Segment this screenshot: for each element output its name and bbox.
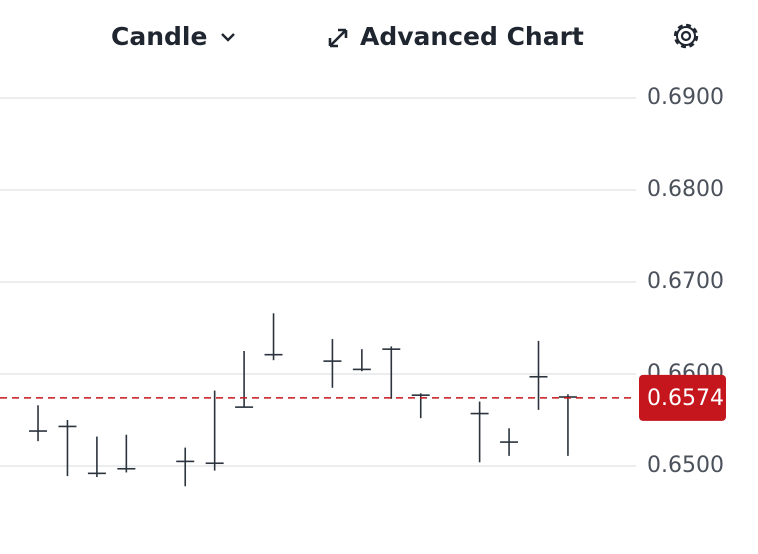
- gear-icon-ring[interactable]: [676, 26, 696, 46]
- candle-body: [58, 425, 77, 428]
- y-tick-label: 0.6500: [647, 453, 724, 478]
- candle-body: [29, 430, 48, 432]
- candle: [176, 447, 195, 487]
- gear-icon-hub[interactable]: [680, 30, 692, 42]
- chevron-icon[interactable]: [221, 33, 235, 42]
- candle: [470, 401, 489, 463]
- candle-body: [500, 441, 519, 443]
- candle-body: [470, 412, 489, 415]
- expand-icon[interactable]: [328, 28, 348, 48]
- candle-body: [352, 368, 371, 371]
- candle: [235, 351, 254, 408]
- y-tick-label: 0.6800: [647, 177, 724, 202]
- candle: [29, 405, 48, 442]
- candle: [205, 390, 224, 471]
- y-tick-label: 0.6900: [647, 85, 724, 110]
- candle: [411, 393, 430, 419]
- candle: [558, 394, 577, 456]
- chart-type-label[interactable]: Candle: [111, 22, 207, 51]
- candle-body: [117, 467, 136, 470]
- candle-body: [87, 472, 106, 475]
- y-tick-label: 0.6700: [647, 269, 724, 294]
- candle: [87, 436, 106, 478]
- candle-body: [176, 460, 195, 463]
- candle: [323, 339, 342, 388]
- candle: [529, 340, 548, 410]
- candle-body: [235, 406, 254, 408]
- candle: [382, 346, 401, 399]
- chart-type-dropdown[interactable]: Candle: [111, 22, 235, 51]
- settings-button[interactable]: [673, 23, 699, 49]
- candle: [352, 349, 371, 372]
- candle-body: [558, 396, 577, 398]
- candle-body: [411, 394, 430, 396]
- candle-body: [529, 375, 548, 378]
- current-price-label: 0.6574: [647, 386, 724, 411]
- candle-body: [264, 353, 283, 356]
- advanced-chart-button[interactable]: Advanced Chart: [328, 22, 584, 51]
- candle-body: [205, 462, 224, 465]
- candle: [264, 313, 283, 361]
- candle: [500, 428, 519, 456]
- advanced-chart-label[interactable]: Advanced Chart: [360, 22, 584, 51]
- gear-icon[interactable]: [673, 23, 699, 49]
- current-price-badge: [639, 374, 726, 421]
- candle-body: [323, 360, 342, 362]
- candle-body: [382, 348, 401, 350]
- candle: [117, 434, 136, 473]
- candle: [58, 420, 77, 477]
